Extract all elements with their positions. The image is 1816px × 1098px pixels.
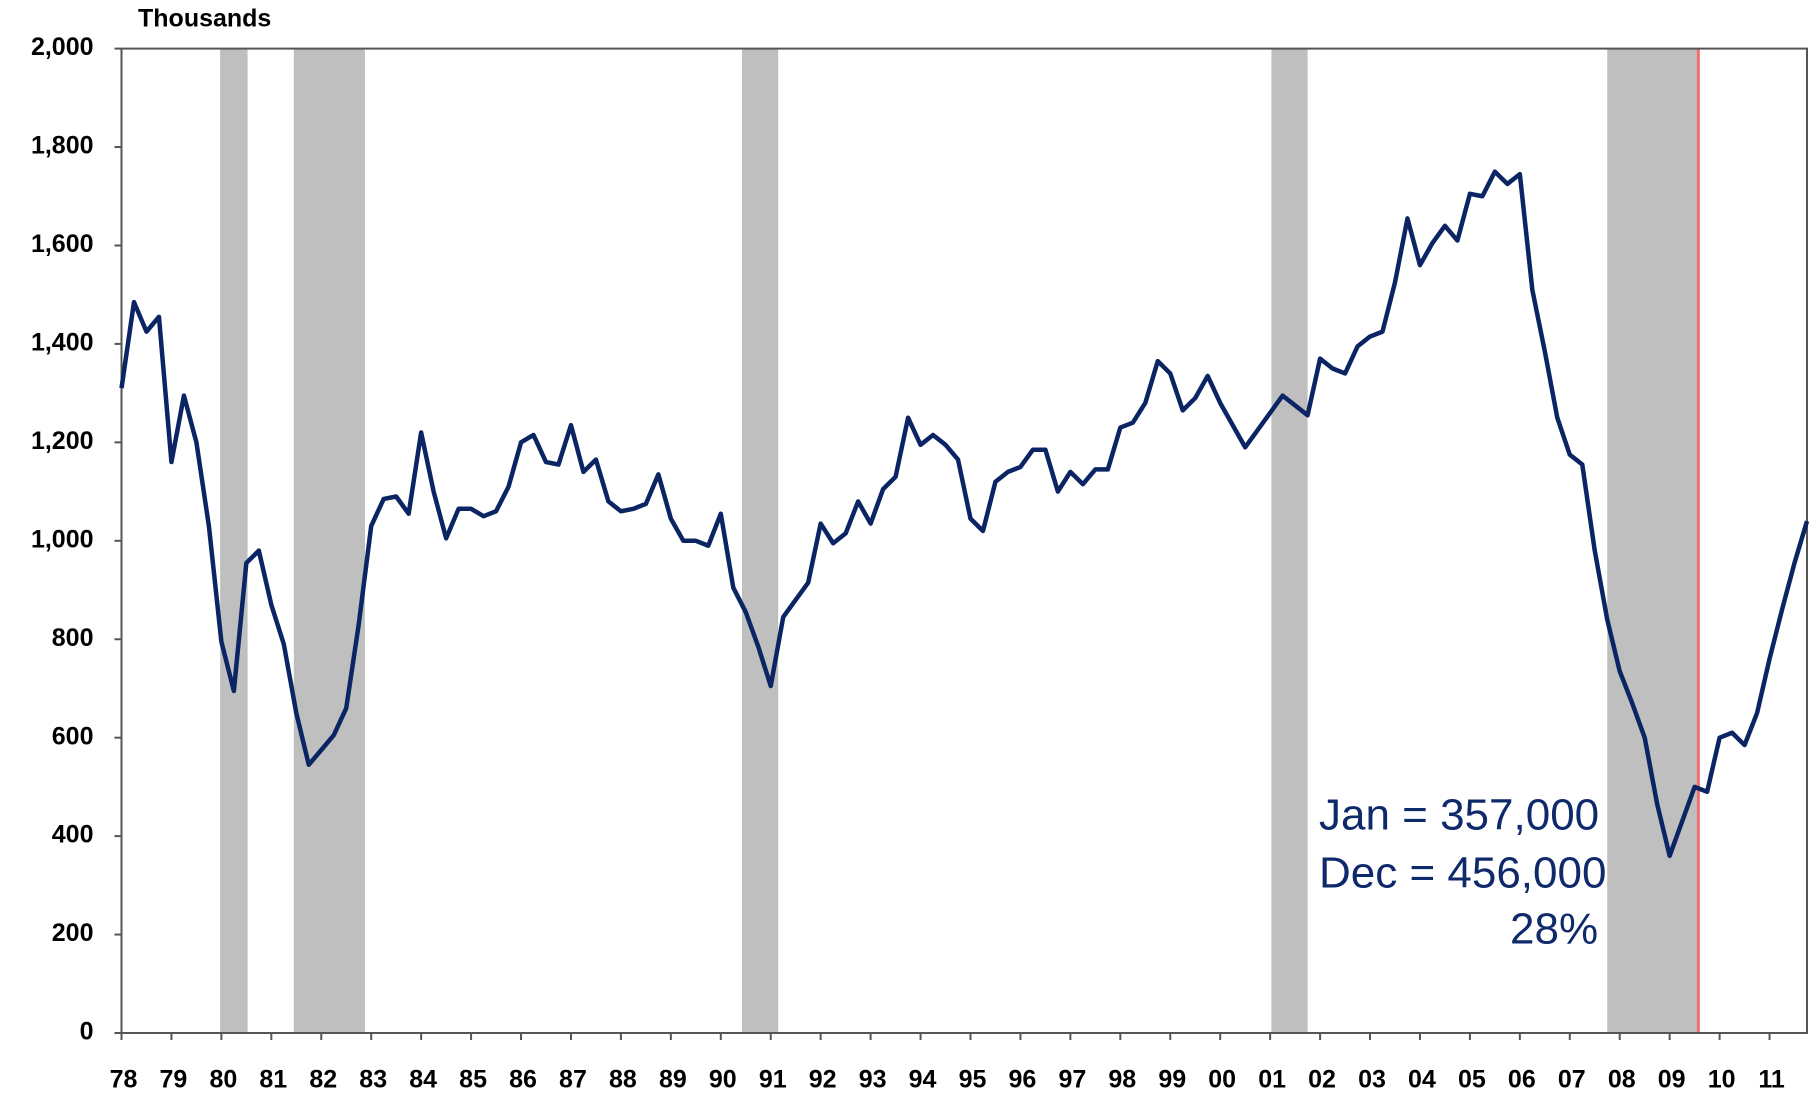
- x-tick-label: 04: [1408, 1066, 1436, 1094]
- x-tick-label: 83: [359, 1066, 387, 1094]
- x-tick-label: 98: [1108, 1066, 1136, 1094]
- x-tick-label: 92: [809, 1066, 837, 1094]
- x-tick-label: 88: [609, 1066, 637, 1094]
- x-tick-label: 89: [659, 1066, 687, 1094]
- annotation: Dec = 456,000: [1319, 849, 1606, 898]
- recession-band: [1607, 48, 1699, 1034]
- y-axis-label: Thousands: [138, 5, 271, 33]
- y-tick-label: 1,800: [31, 132, 94, 160]
- x-tick-label: 86: [509, 1066, 537, 1094]
- y-tick-label: 1,400: [31, 329, 94, 357]
- annotation: 28%: [1510, 905, 1598, 954]
- y-tick-label: 800: [52, 624, 94, 652]
- x-tick-label: 93: [859, 1066, 887, 1094]
- x-tick-label: 09: [1658, 1066, 1686, 1094]
- y-tick-label: 1,600: [31, 230, 94, 258]
- x-tick-label: 08: [1608, 1066, 1636, 1094]
- x-tick-label: 87: [559, 1066, 587, 1094]
- x-tick-label: 10: [1708, 1066, 1736, 1094]
- y-tick-label: 1,000: [31, 525, 94, 553]
- x-tick-label: 01: [1258, 1066, 1286, 1094]
- x-tick-label: 80: [209, 1066, 237, 1094]
- x-tick-label: 79: [160, 1066, 188, 1094]
- x-tick-label: 78: [110, 1066, 138, 1094]
- x-tick-label: 06: [1508, 1066, 1536, 1094]
- x-tick-label: 02: [1308, 1066, 1336, 1094]
- y-tick-label: 1,200: [31, 427, 94, 455]
- recession-band: [742, 48, 779, 1034]
- y-tick-label: 2,000: [31, 33, 94, 61]
- x-tick-label: 94: [909, 1066, 937, 1094]
- y-tick-label: 400: [52, 821, 94, 849]
- x-tick-label: 95: [959, 1066, 987, 1094]
- x-tick-label: 90: [709, 1066, 737, 1094]
- annotation: Jan = 357,000: [1319, 791, 1599, 840]
- x-tick-label: 03: [1358, 1066, 1386, 1094]
- plot-area: 02004006008001,0001,2001,4001,6001,8002,…: [31, 33, 1810, 1094]
- x-tick-label: 11: [1758, 1066, 1785, 1094]
- x-tick-label: 85: [459, 1066, 487, 1094]
- data-line: [119, 169, 1810, 859]
- x-tick-label: 99: [1158, 1066, 1186, 1094]
- y-tick-label: 600: [52, 722, 94, 750]
- y-tick-label: 0: [80, 1018, 94, 1046]
- x-tick-label: 05: [1458, 1066, 1486, 1094]
- x-tick-label: 96: [1009, 1066, 1037, 1094]
- x-tick-label: 82: [309, 1066, 337, 1094]
- x-tick-label: 91: [759, 1066, 787, 1094]
- x-tick-label: 07: [1558, 1066, 1586, 1094]
- recession-band: [293, 48, 365, 1034]
- x-tick-label: 81: [259, 1066, 287, 1094]
- x-tick-label: 00: [1208, 1066, 1236, 1094]
- recession-band: [220, 48, 248, 1034]
- recession-band: [1271, 48, 1308, 1034]
- x-tick-label: 84: [409, 1066, 437, 1094]
- y-tick-label: 200: [52, 919, 94, 947]
- x-tick-label: 97: [1058, 1066, 1086, 1094]
